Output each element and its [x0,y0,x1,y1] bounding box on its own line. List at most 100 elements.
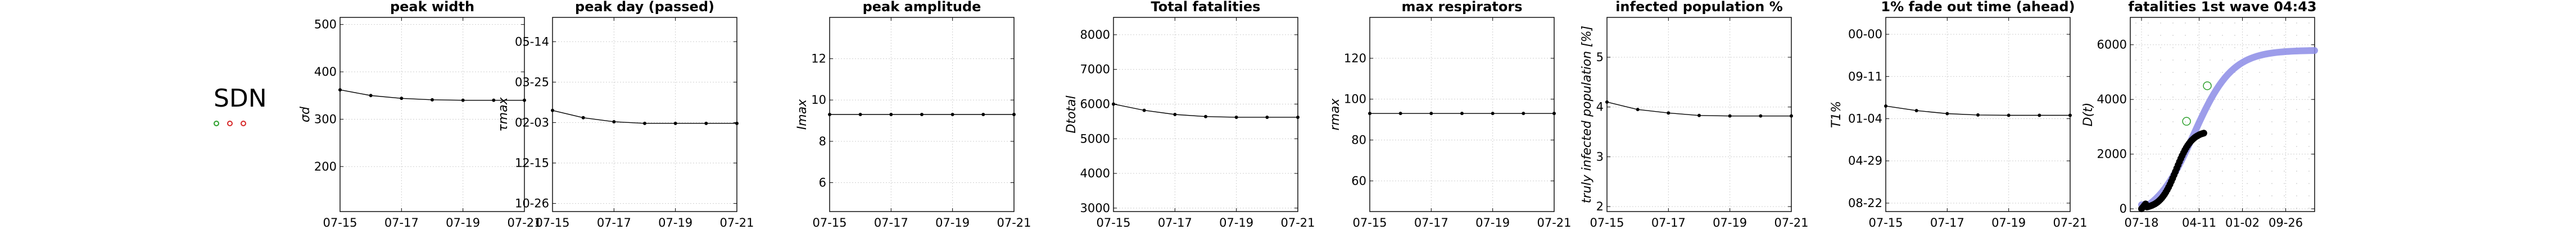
data-point [673,121,677,125]
background-grid-dot [2222,72,2223,73]
background-grid-dot [2259,121,2260,122]
background-grid-dot [2148,158,2149,159]
x-tick-label: 07-15 [1590,216,1624,230]
chart-title: max respirators [1402,0,1523,15]
background-grid-dot [2197,72,2198,73]
background-grid-dot [2222,97,2223,98]
background-grid-dot [2210,35,2211,36]
data-point [1429,112,1433,116]
x-tick-label: 07-19 [446,216,480,230]
data-point [1884,104,1887,108]
background-grid-dot [2234,134,2235,135]
status-markers [214,121,275,126]
background-grid-dot [2135,84,2136,85]
background-grid-dot [2210,72,2211,73]
background-grid-dot [2135,109,2136,110]
background-grid-dot [2308,208,2310,209]
background-grid-dot [2234,109,2235,110]
y-tick-label: 01-04 [1848,112,1882,126]
x-tick-label: 07-19 [1713,216,1747,230]
background-grid-dot [2234,195,2235,196]
background-grid-dot [2271,35,2272,36]
y-tick-label: 4000 [1080,167,1110,180]
background-grid-dot [2259,195,2260,196]
background-grid-dot [2222,134,2223,135]
y-tick-label: 0 [2120,202,2127,215]
background-grid-dot [2185,59,2186,61]
y-tick-label: 08-22 [1848,196,1882,210]
background-grid-dot [2259,84,2260,85]
background-grid-dot [2148,72,2149,73]
background-grid-dot [2160,72,2161,73]
chart-panel-3: peak amplitude 6 8 10 12 07-15 07-17 07-19 07-21… [795,0,1031,230]
x-tick-label: 07-15 [812,216,846,230]
background-grid-dot [2172,59,2174,61]
background-grid-dot [2135,22,2136,24]
background-grid-dot [2210,183,2211,184]
chart-panel-4: Total fatalities 3000 4000 5000 6000 7000 8000… [1065,0,1315,230]
background-grid-dot [2160,35,2161,36]
status-marker-red-1 [227,121,233,126]
background-grid-dot [2259,158,2260,159]
background-grid-dot [2172,97,2174,98]
background-grid-dot [2296,22,2297,24]
background-grid-dot [2172,72,2174,73]
background-grid-dot [2185,72,2186,73]
data-point [1945,112,1949,116]
background-grid-dot [2185,134,2186,135]
y-tick-label: 04-29 [1848,154,1882,168]
data-point [643,121,646,125]
chart-panel-1: peak width 200 300 400 500 07-15 07-17 07-19 07-… [298,0,542,230]
background-grid-dot [2308,109,2310,110]
x-tick-label: 09-26 [2269,216,2303,230]
country-label-block: SDN [214,84,275,126]
background-grid-dot [2197,47,2198,48]
background-grid-dot [2259,134,2260,135]
background-grid-dot [2308,72,2310,73]
background-grid-dot [2222,146,2223,147]
plot-frame [339,17,525,212]
background-grid-dot [2172,35,2174,36]
background-grid-dot [2148,195,2149,196]
background-grid-dot [2247,72,2248,73]
background-grid-dot [2197,84,2198,85]
background-grid-dot [2197,97,2198,98]
background-grid-dot [2296,171,2297,172]
background-grid-dot [2247,195,2248,196]
background-grid-dot [2172,208,2174,209]
background-grid-dot [2247,158,2248,159]
background-grid-dot [2234,183,2235,184]
chart-panel-2: peak day (passed) 10-26 12-15 02-03 03-25 05-… [496,0,754,230]
background-grid-dot [2308,35,2310,36]
data-point [828,113,831,116]
background-grid-dot [2135,72,2136,73]
data-point [1234,115,1238,119]
background-grid-dot [2271,47,2272,48]
x-tick-label: 07-21 [1537,216,1571,230]
y-tick-label: 6000 [2097,38,2127,52]
data-point [1491,112,1495,116]
background-grid-dot [2296,208,2297,209]
background-grid-dot [2185,171,2186,172]
background-grid-dot [2197,59,2198,61]
background-grid-dot [2197,183,2198,184]
x-tick-label: 07-17 [597,216,631,230]
background-grid-dot [2308,22,2310,24]
x-tick-label: 07-21 [507,216,541,230]
data-point [889,113,893,116]
data-point [1173,113,1177,116]
y-tick-label: 4 [1596,100,1604,114]
data-point [1368,112,1371,116]
background-grid-dot [2247,47,2248,48]
x-tick-label: 07-19 [658,216,692,230]
data-point [1605,100,1609,104]
data-point [1728,114,1732,118]
data-point [920,113,923,116]
background-grid-dot [2296,158,2297,159]
y-tick-label: 6 [819,176,826,189]
background-grid-dot [2222,35,2223,36]
y-tick-label: 4000 [2097,93,2127,106]
background-grid-dot [2197,171,2198,172]
chart-title: Total fatalities [1151,0,1261,15]
